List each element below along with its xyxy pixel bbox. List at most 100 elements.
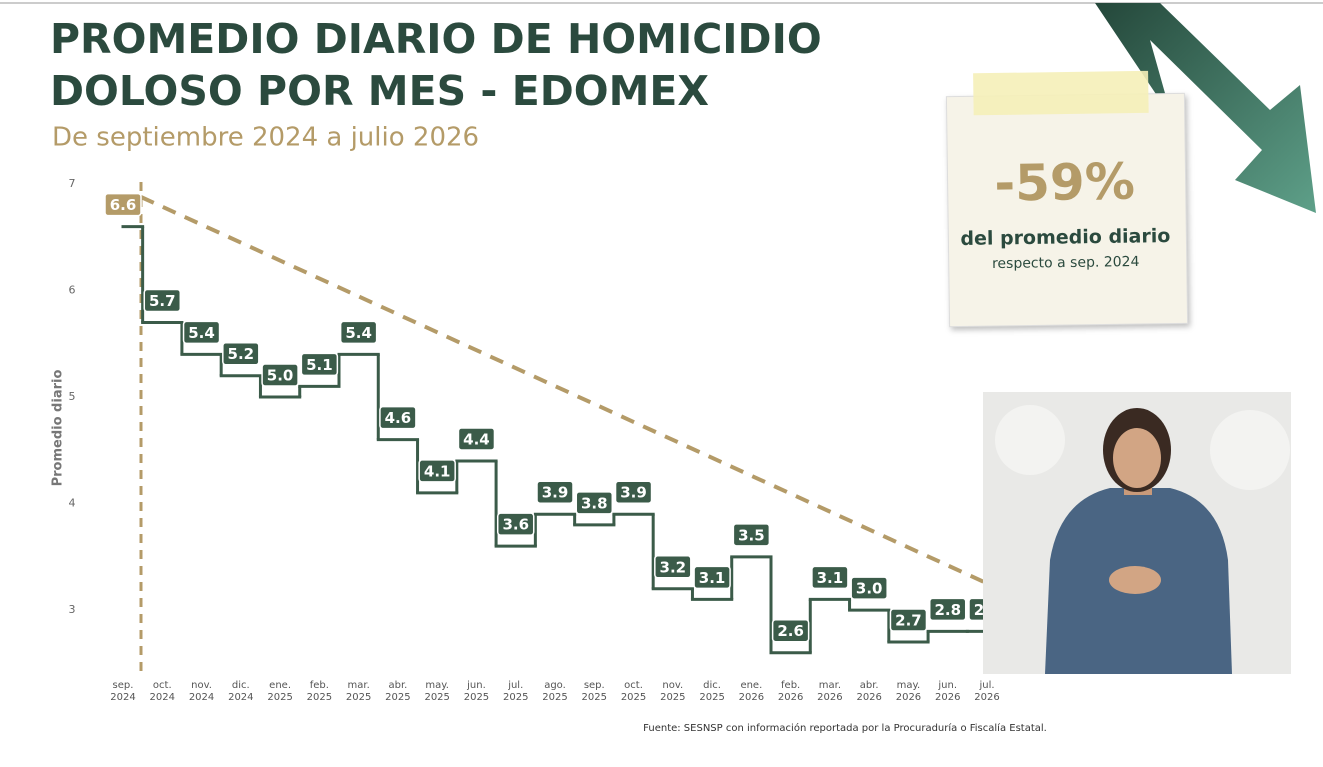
value-label-box [339,320,378,345]
value-label-box [418,459,456,483]
x-tick-label: feb. [310,680,329,691]
value-label-box [850,576,888,600]
y-tick-label: 4 [69,497,76,510]
source-note: Fuente: SESNSP con información reportada… [643,722,1047,734]
value-label: 3.5 [738,526,765,544]
value-label-box [693,565,731,590]
trend-line [140,195,996,589]
x-tick-label: jul. [978,680,994,691]
x-tick-label: 2025 [621,692,646,703]
x-tick-label: ene. [269,680,291,691]
value-label-box [811,565,849,590]
value-label-box [496,512,535,536]
x-tick-label: may. [897,680,921,691]
y-tick-label: 7 [69,177,76,190]
value-label: 4.4 [463,430,490,448]
x-tick-label: 2025 [464,692,489,703]
value-label: 3.1 [817,569,844,587]
x-tick-label: nov. [662,680,683,691]
y-tick-label: 3 [69,603,76,616]
x-tick-label: 2025 [385,692,410,703]
value-label: 5.4 [188,324,215,342]
value-label: 5.2 [228,345,255,363]
down-arrow [1095,3,1316,213]
value-label-box [222,341,260,366]
x-tick-label: 2025 [582,692,607,703]
value-label-box [300,352,339,377]
x-tick-label: ene. [740,680,762,691]
x-tick-label: 2025 [542,692,567,703]
x-tick-label: 2026 [896,692,921,703]
x-tick-label: 2026 [935,692,960,703]
x-tick-label: 2026 [739,692,764,703]
x-tick-label: 2025 [660,692,685,703]
x-tick-label: sep. [113,680,134,691]
y-axis-title: Promedio diario [51,370,66,487]
value-label-box [143,288,182,313]
x-tick-label: jun. [937,680,957,691]
value-label: 3.0 [856,580,883,598]
value-label: 3.2 [660,558,687,576]
value-label-box [379,405,417,430]
x-tick-label: 2024 [228,692,253,703]
value-label: 2.8 [934,601,961,619]
value-label: 4.6 [385,409,412,427]
title: DOLOSO POR MES - EDOMEX [50,67,709,115]
x-tick-label: dic. [232,680,250,691]
value-label: 3.1 [699,569,726,587]
value-label: 5.1 [306,356,333,374]
x-tick-label: 2025 [267,692,292,703]
y-tick-label: 5 [69,390,76,403]
x-tick-label: 2026 [817,692,842,703]
video-pattern [995,405,1065,475]
x-tick-label: 2025 [307,692,332,703]
callout-note: -59% del promedio diario respecto a sep.… [945,70,1189,328]
x-tick-label: 2024 [189,692,214,703]
subtitle: De septiembre 2024 a julio 2026 [52,123,479,153]
x-tick-label: 2025 [503,692,528,703]
interpreter-video [983,392,1291,674]
x-tick-label: abr. [388,680,407,691]
value-label-box [182,320,221,345]
value-label: 3.8 [581,494,608,512]
value-label-box [575,491,614,515]
x-tick-label: 2024 [110,692,135,703]
x-tick-label: jun. [466,680,486,691]
value-label-box [457,427,496,451]
callout-text: respecto a sep. 2024 [992,254,1140,272]
person-hands [1109,566,1161,594]
video-pattern [1210,410,1290,490]
value-label: 3.9 [620,484,647,502]
person-face [1113,428,1161,488]
value-label: 2.7 [895,612,922,630]
x-tick-label: abr. [860,680,879,691]
value-label: 3.9 [542,484,569,502]
value-label-box [104,192,142,217]
title: PROMEDIO DIARIO DE HOMICIDIO [50,15,822,63]
value-label: 5.0 [267,367,294,385]
y-tick-label: 6 [69,284,76,297]
value-label-box [654,555,692,579]
value-label-box [614,480,653,504]
x-tick-label: mar. [348,680,370,691]
x-tick-label: jul. [507,680,523,691]
x-tick-label: 2024 [150,692,175,703]
value-label-box [732,523,771,547]
x-tick-label: ago. [544,680,566,691]
x-tick-label: 2025 [424,692,449,703]
value-label: 5.7 [149,292,176,310]
value-label: 2.6 [777,622,804,640]
x-tick-label: may. [425,680,449,691]
x-tick-label: oct. [153,680,172,691]
callout-text: del promedio diario [960,225,1170,250]
value-label-box [261,363,299,387]
value-label: 6.6 [110,196,137,214]
value-label-box [536,480,574,504]
x-tick-label: sep. [584,680,605,691]
x-tick-label: 2025 [699,692,724,703]
callout-value: -59% [994,153,1135,213]
value-label: 5.4 [345,324,372,342]
value-label: 3.6 [502,516,529,534]
value-label-box [771,618,810,643]
